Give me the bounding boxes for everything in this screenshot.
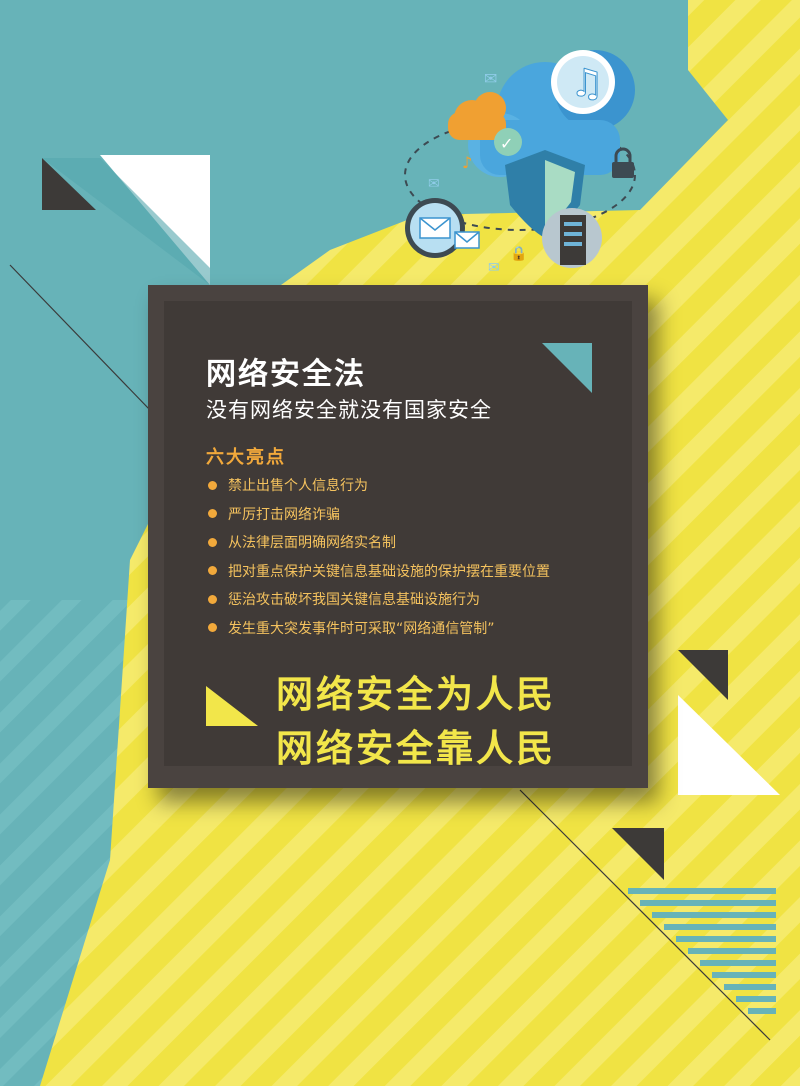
list-item: 把对重点保护关键信息基础设施的保护摆在重要位置 <box>208 557 550 586</box>
highlight-text: 禁止出售个人信息行为 <box>228 478 368 495</box>
decor-shadow-tl <box>42 158 210 285</box>
info-panel-inner: 网络安全法 没有网络安全就没有国家安全 六大亮点 禁止出售个人信息行为 严厉打击… <box>164 301 632 770</box>
orange-cloud-icon <box>448 92 506 140</box>
decor-triangle-white-r <box>678 695 780 795</box>
info-panel: 网络安全法 没有网络安全就没有国家安全 六大亮点 禁止出售个人信息行为 严厉打击… <box>148 285 648 788</box>
highlight-text: 发生重大突发事件时可采取“网络通信管制” <box>228 620 495 637</box>
list-item: 禁止出售个人信息行为 <box>208 471 550 500</box>
lock-icon <box>612 147 634 178</box>
svg-text:♫: ♫ <box>570 61 604 105</box>
bullet-icon <box>208 623 217 633</box>
small-envelope-icon-2: ✉ <box>488 260 500 276</box>
small-note-icon: ♪ <box>462 153 472 172</box>
highlights-list: 禁止出售个人信息行为 严厉打击网络诈骗 从法律层面明确网络实名制 把对重点保护关… <box>208 471 550 642</box>
bullet-icon <box>208 480 217 490</box>
highlight-text: 从法律层面明确网络实名制 <box>228 535 396 552</box>
decor-triangle-dark-tl <box>42 158 96 210</box>
list-item: 严厉打击网络诈骗 <box>208 500 550 529</box>
list-item: 发生重大突发事件时可采取“网络通信管制” <box>208 614 550 643</box>
page-title: 网络安全法 <box>206 357 366 392</box>
small-envelope-icon-3: ✉ <box>428 176 440 192</box>
small-lock-icon: 🔒 <box>510 246 527 262</box>
decor-triangle-dark-r2 <box>612 828 664 880</box>
list-item: 惩治攻击破坏我国关键信息基础设施行为 <box>208 585 550 614</box>
small-envelope-icon: ✉ <box>484 69 497 88</box>
mail-icon <box>405 198 465 258</box>
server-icon <box>542 208 602 268</box>
bullet-icon <box>208 509 217 519</box>
svg-text:✓: ✓ <box>500 134 513 153</box>
list-item: 从法律层面明确网络实名制 <box>208 528 550 557</box>
teal-stripes-bottom-right <box>628 888 776 1014</box>
page-subtitle: 没有网络安全就没有国家安全 <box>206 398 492 422</box>
decor-line-bottom <box>519 789 771 1041</box>
highlight-text: 惩治攻击破坏我国关键信息基础设施行为 <box>228 592 480 609</box>
cloud-network-illustration: ♫ ✓ <box>404 50 636 276</box>
music-note-icon: ♫ <box>551 50 615 114</box>
slogan-line-2: 网络安全靠人民 <box>276 727 556 770</box>
decor-line-left <box>9 264 151 411</box>
check-icon: ✓ <box>494 128 522 156</box>
slogan-line-1: 网络安全为人民 <box>276 673 556 716</box>
bullet-icon <box>208 537 217 547</box>
decor-triangle-yellow <box>206 686 258 726</box>
decor-triangle-teal <box>542 343 592 393</box>
highlights-heading: 六大亮点 <box>206 447 286 468</box>
highlight-text: 严厉打击网络诈骗 <box>228 506 340 523</box>
small-mail-icon <box>454 231 480 249</box>
decor-triangle-dark-r1 <box>678 650 728 700</box>
bullet-icon <box>208 566 217 576</box>
bullet-icon <box>208 594 217 604</box>
highlight-text: 把对重点保护关键信息基础设施的保护摆在重要位置 <box>228 563 550 580</box>
